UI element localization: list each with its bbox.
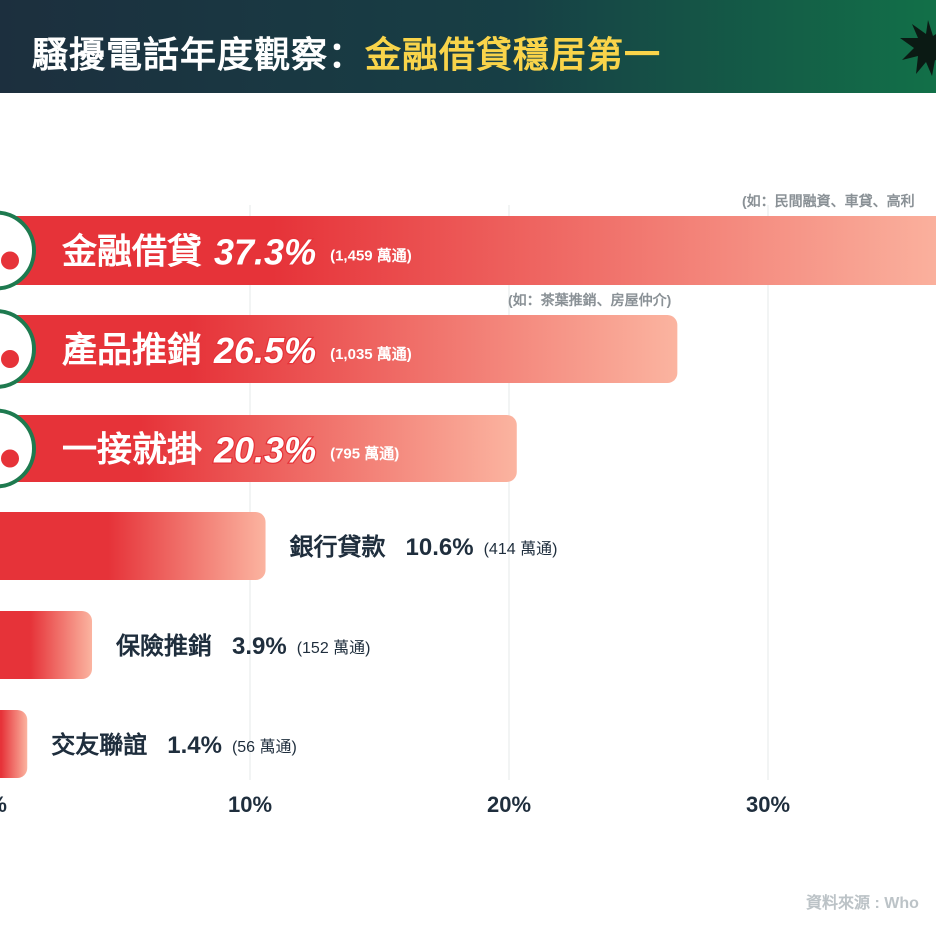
bar-category-label: 保險推銷 (115, 632, 212, 660)
bar-category-label: 產品推銷 (62, 330, 202, 370)
bar-category-label: 金融借貸 (61, 232, 202, 272)
title-highlight: 金融借貸穩居第一 (365, 34, 662, 75)
bar (0, 216, 936, 285)
bar-category-label: 一接就掛 (62, 431, 202, 470)
bar (0, 315, 678, 383)
bar-value-label: 37.3% (214, 232, 316, 273)
bar-count-label: (152 萬通) (297, 639, 371, 657)
bar-category-label: 銀行貸款 (290, 533, 387, 561)
bar-count-label: (1,459 萬通) (330, 247, 412, 265)
bar-count-label: (414 萬通) (484, 540, 558, 558)
bar (0, 611, 93, 679)
bar (0, 710, 28, 778)
icon-badge (0, 249, 21, 272)
bar-count-label: (56 萬通) (232, 738, 297, 756)
x-tick-label: 30% (746, 792, 790, 817)
icon-badge (0, 447, 21, 470)
bar-value-label: 26.5% (213, 330, 316, 371)
bar-value-label: 1.4% (167, 732, 222, 759)
bar-value-label: 20.3% (213, 430, 316, 471)
burst-icon (900, 20, 936, 76)
x-tick-label: 0% (0, 792, 7, 817)
x-tick-label: 10% (228, 792, 272, 817)
icon-badge (0, 348, 21, 370)
bar-note: (如：民間融資、車貸、高利 (742, 193, 915, 209)
bar-count-label: (1,035 萬通) (330, 345, 412, 363)
bar-value-label: 10.6% (406, 534, 474, 561)
bar (0, 512, 266, 580)
bar-note: (如：茶葉推銷、房屋仲介) (508, 292, 671, 308)
x-tick-label: 20% (487, 792, 531, 817)
bar-count-label: (795 萬通) (330, 445, 399, 463)
bar-category-label: 交友聯誼 (51, 731, 147, 759)
bar (0, 415, 517, 482)
title-main: 騷擾電話年度觀察： (32, 34, 366, 75)
bar-value-label: 3.9% (232, 633, 287, 660)
page-title: 騷擾電話年度觀察：金融借貸穩居第一 (32, 26, 661, 78)
header-banner: 騷擾電話年度觀察：金融借貸穩居第一 (0, 0, 936, 93)
source-note: 資料來源 : Who (806, 895, 919, 912)
